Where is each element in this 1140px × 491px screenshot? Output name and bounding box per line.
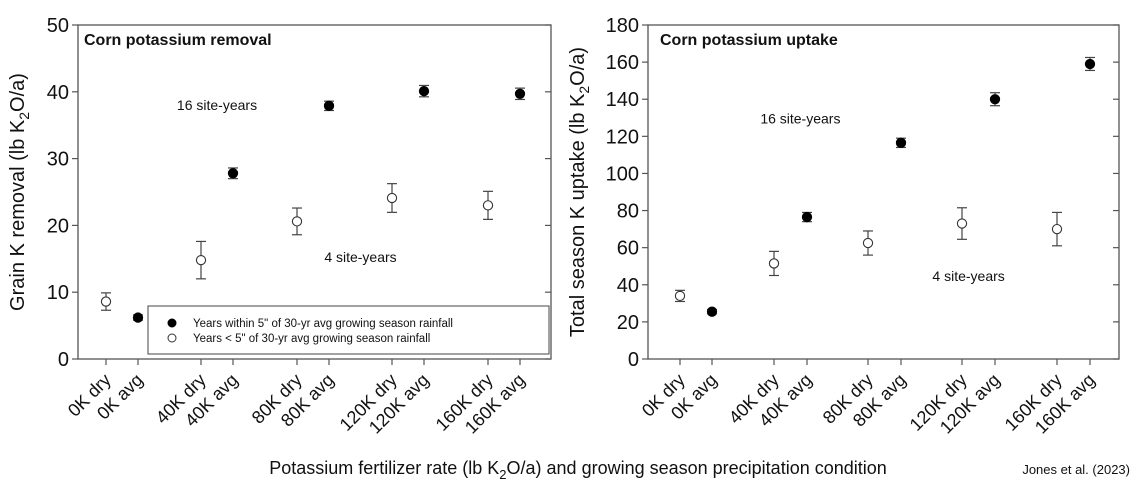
y-tick-label: 180 [606,15,639,37]
data-point-avg [132,312,144,323]
x-axis-label: Potassium fertilizer rate (lb K2O/a) and… [269,458,887,482]
y-axis-label-part: O/a) [7,73,29,112]
y-tick-label: 10 [47,282,69,304]
annotation: 16 site-years [760,110,840,126]
x-axis-label-part: Potassium fertilizer rate (lb K [269,458,499,478]
y-axis-label-subscript: 2 [576,86,592,94]
y-tick-label: 20 [47,215,69,237]
y-axis-label-part: O/a) [567,47,589,86]
annotation: 4 site-years [932,268,1004,284]
data-point-avg [227,168,239,179]
y-tick-label: 80 [617,201,639,223]
data-point-dry [291,216,303,227]
y-tick-label: 100 [606,163,639,185]
y-axis-label: Grain K removal (lb K2O/a) [7,73,32,311]
annotation: 4 site-years [324,249,396,265]
citation: Jones et al. (2023) [1022,462,1130,477]
y-axis-label-subscript: 2 [16,112,32,120]
data-point-dry [482,200,494,211]
data-point-dry [100,296,112,307]
y-tick-label: 40 [617,275,639,297]
data-point-avg [323,100,335,111]
y-tick-label: 0 [58,349,69,371]
data-point-dry [956,218,968,229]
legend-box [147,305,550,355]
plot-frame [647,24,1120,360]
y-tick-label: 60 [617,238,639,260]
legend: Years within 5" of 30-yr avg growing sea… [147,305,550,355]
data-point-avg [895,137,907,148]
data-point-dry [674,290,686,302]
plot-frame [77,24,552,360]
y-tick-label: 120 [606,126,639,148]
data-point-dry [1051,223,1063,235]
data-point-dry [768,258,780,269]
data-point-avg [706,306,718,317]
legend-label: Years within 5" of 30-yr avg growing sea… [193,318,453,330]
data-point-dry [386,192,398,204]
data-point-avg [514,88,526,99]
data-point-dry [862,237,874,249]
y-axis-label: Total season K uptake (lb K2O/a) [567,47,592,337]
y-tick-label: 20 [617,312,639,334]
data-point-avg [418,85,430,97]
y-axis-label-part: Grain K removal (lb K [7,119,29,311]
y-tick-label: 30 [47,149,69,171]
chart-title: Corn potassium uptake [660,32,838,49]
legend-label: Years < 5" of 30-yr avg growing season r… [193,333,430,345]
annotation: 16 site-years [177,97,257,113]
y-tick-label: 50 [47,15,69,37]
legend-marker-filled [167,318,177,328]
x-axis-label-part: O/a) and growing season precipitation co… [507,458,887,478]
legend-marker-open [167,333,177,343]
y-tick-label: 40 [47,82,69,104]
data-point-dry [195,254,207,266]
y-tick-label: 140 [606,89,639,111]
data-point-avg [801,211,813,223]
data-point-avg [1084,58,1096,70]
y-tick-label: 160 [606,52,639,74]
data-point-avg [989,94,1001,105]
x-axis-label-subscript: 2 [499,467,506,482]
y-tick-label: 0 [628,349,639,371]
chart-title: Corn potassium removal [84,32,272,49]
y-axis-label-part: Total season K uptake (lb K [567,93,589,337]
